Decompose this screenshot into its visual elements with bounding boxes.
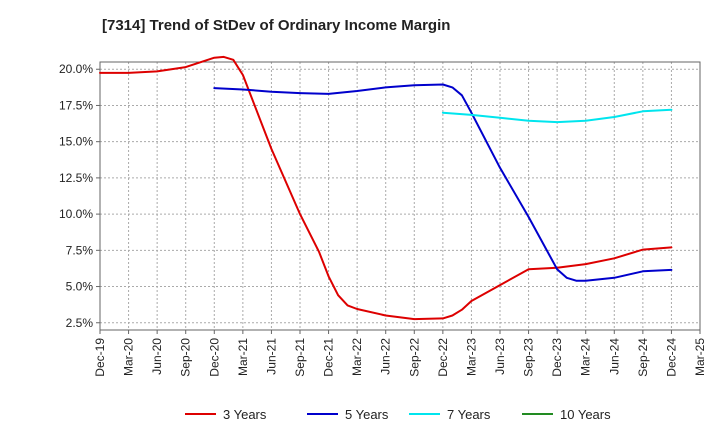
legend-label-2: 5 Years [345,407,389,422]
x-tick-label: Dec-22 [436,338,450,377]
x-tick-label: Sep-23 [522,338,536,377]
x-tick-label: Mar-24 [579,338,593,376]
x-tick-label: Jun-24 [607,338,621,375]
x-tick-label: Jun-21 [264,338,278,375]
x-tick-label: Mar-22 [350,338,364,376]
series-line-2 [213,83,673,282]
y-tick-label: 15.0% [59,135,93,149]
x-tick-label: Dec-24 [664,338,678,377]
x-tick-label: Mar-21 [236,338,250,376]
x-tick-label: Sep-20 [179,338,193,377]
legend-label-3: 7 Years [447,407,491,422]
x-tick-label: Dec-21 [322,338,336,377]
legend: 3 Years 5 Years 7 Years 10 Years [185,407,611,422]
legend-label-1: 3 Years [223,407,267,422]
series-lines [99,55,673,321]
plot-area [99,61,701,331]
x-tick-label: Dec-20 [207,338,221,377]
series-line-1 [99,55,673,321]
x-tick-label: Jun-22 [379,338,393,375]
chart-title: [7314] Trend of StDev of Ordinary Income… [102,17,450,34]
y-tick-label: 10.0% [59,207,93,221]
x-tick-label: Sep-22 [407,338,421,377]
x-tick-label: Mar-23 [464,338,478,376]
x-tick-label: Dec-19 [93,338,107,377]
y-axis-ticks: 2.5% 5.0% 7.5% 10.0% 12.5% 15.0% 17.5% 20.0% [59,62,100,330]
x-axis-ticks: Dec-19 Mar-20 Jun-20 Sep-20 Dec-20 Mar-21 Jun-… [93,330,707,377]
series-line-3 [441,108,673,124]
x-tick-label: Mar-20 [122,338,136,376]
x-tick-label: Sep-24 [636,338,650,377]
x-tick-label: Jun-20 [150,338,164,375]
y-tick-label: 7.5% [66,243,94,257]
x-tick-label: Mar-25 [693,338,707,376]
y-tick-label: 2.5% [66,316,94,330]
x-tick-label: Dec-23 [550,338,564,377]
y-tick-label: 17.5% [59,98,93,112]
grid [99,62,701,330]
y-tick-label: 5.0% [66,280,94,294]
y-tick-label: 20.0% [59,62,93,76]
legend-label-4: 10 Years [560,407,611,422]
x-tick-label: Jun-23 [493,338,507,375]
x-tick-label: Sep-21 [293,338,307,377]
y-tick-label: 12.5% [59,171,93,185]
